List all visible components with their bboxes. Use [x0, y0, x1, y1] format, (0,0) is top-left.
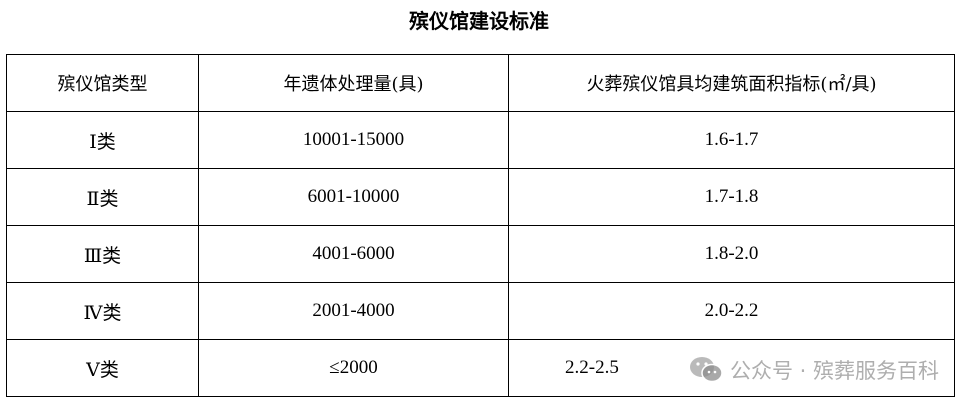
cell-area-index: 2.0-2.2: [508, 282, 955, 340]
cell-area-index: 1.8-2.0: [508, 225, 955, 283]
cell-annual-volume: 2001-4000: [198, 282, 509, 340]
cell-annual-volume: ≤2000: [198, 339, 509, 397]
cell-annual-volume: 10001-15000: [198, 111, 509, 169]
cell-annual-volume: 6001-10000: [198, 168, 509, 226]
cell-type: Ⅱ类: [6, 168, 199, 226]
cell-type: Ⅰ类: [6, 111, 199, 169]
header-type: 殡仪馆类型: [6, 54, 199, 112]
table-header-row: 殡仪馆类型 年遗体处理量(具) 火葬殡仪馆具均建筑面积指标(㎡/具): [6, 54, 955, 112]
cell-type: Ⅳ类: [6, 282, 199, 340]
header-annual-volume: 年遗体处理量(具): [198, 54, 509, 112]
table-row: Ⅰ类 10001-15000 1.6-1.7: [6, 111, 955, 169]
cell-area-index: 1.6-1.7: [508, 111, 955, 169]
cell-annual-volume: 4001-6000: [198, 225, 509, 283]
table-row: Ⅴ类 ≤2000 2.2-2.5: [6, 339, 955, 397]
header-area-index: 火葬殡仪馆具均建筑面积指标(㎡/具): [508, 54, 955, 112]
table-row: Ⅳ类 2001-4000 2.0-2.2: [6, 282, 955, 340]
table-row: Ⅱ类 6001-10000 1.7-1.8: [6, 168, 955, 226]
page-title: 殡仪馆建设标准: [409, 9, 549, 33]
cell-type: Ⅴ类: [6, 339, 199, 397]
standards-table: 殡仪馆类型 年遗体处理量(具) 火葬殡仪馆具均建筑面积指标(㎡/具) Ⅰ类 100…: [6, 54, 955, 397]
table-row: Ⅲ类 4001-6000 1.8-2.0: [6, 225, 955, 283]
cell-type: Ⅲ类: [6, 225, 199, 283]
cell-area-index: 1.7-1.8: [508, 168, 955, 226]
cell-area-index: 2.2-2.5: [508, 339, 955, 397]
